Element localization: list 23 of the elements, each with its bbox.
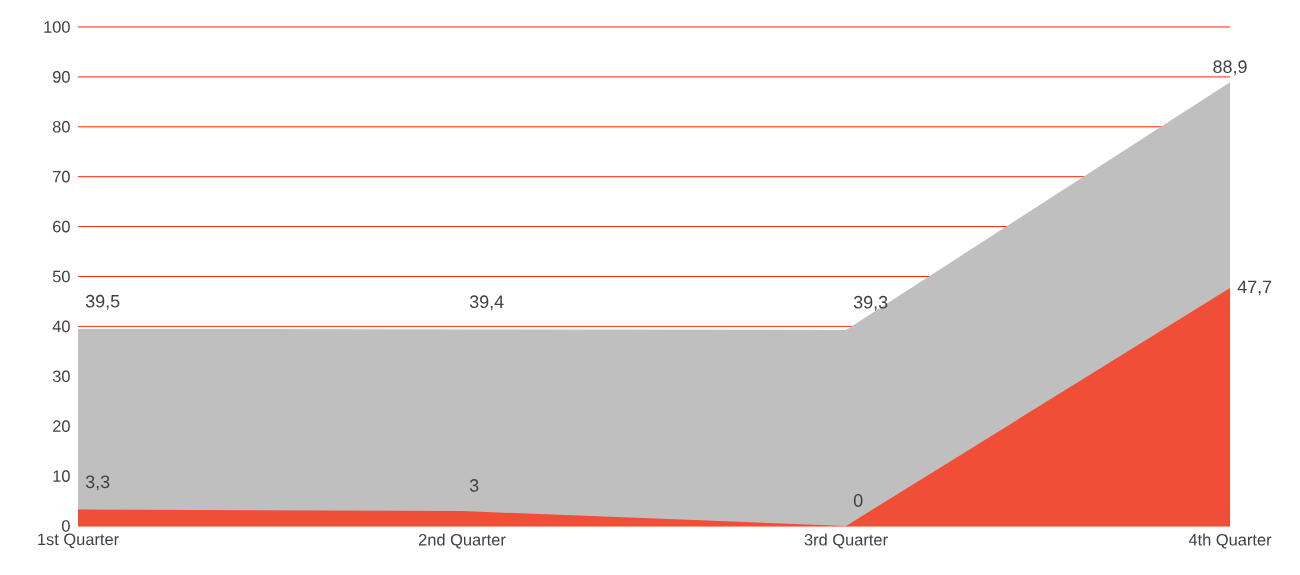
data-label: 47,7 <box>1237 280 1272 296</box>
y-tick-label: 20 <box>53 420 70 432</box>
y-tick-label: 70 <box>53 170 70 183</box>
y-tick-label: 40 <box>52 320 70 333</box>
y-tick-label: 60 <box>53 220 70 233</box>
y-tick-label: 30 <box>52 370 70 383</box>
x-tick-label: 1st Quarter <box>38 533 119 549</box>
data-label: 3,3 <box>85 475 110 491</box>
y-tick-label: 80 <box>52 120 70 133</box>
data-label: 39,5 <box>85 294 120 310</box>
x-tick-label: 2nd Quarter <box>418 533 506 549</box>
data-label: 3 <box>469 479 479 492</box>
y-tick-label: 50 <box>52 270 70 283</box>
x-tick-label: 3rd Quarter <box>804 533 888 549</box>
y-tick-label: 90 <box>52 71 70 83</box>
x-tick-label: 4th Quarter <box>1188 533 1272 549</box>
data-label: 39,4 <box>469 295 504 311</box>
y-tick-label: 0 <box>61 520 70 532</box>
data-label: 0 <box>853 494 863 507</box>
y-tick-label: 100 <box>44 21 70 33</box>
y-tick-label: 10 <box>53 470 70 482</box>
data-label: 39,3 <box>853 295 888 311</box>
data-label: 88,9 <box>1213 60 1247 76</box>
